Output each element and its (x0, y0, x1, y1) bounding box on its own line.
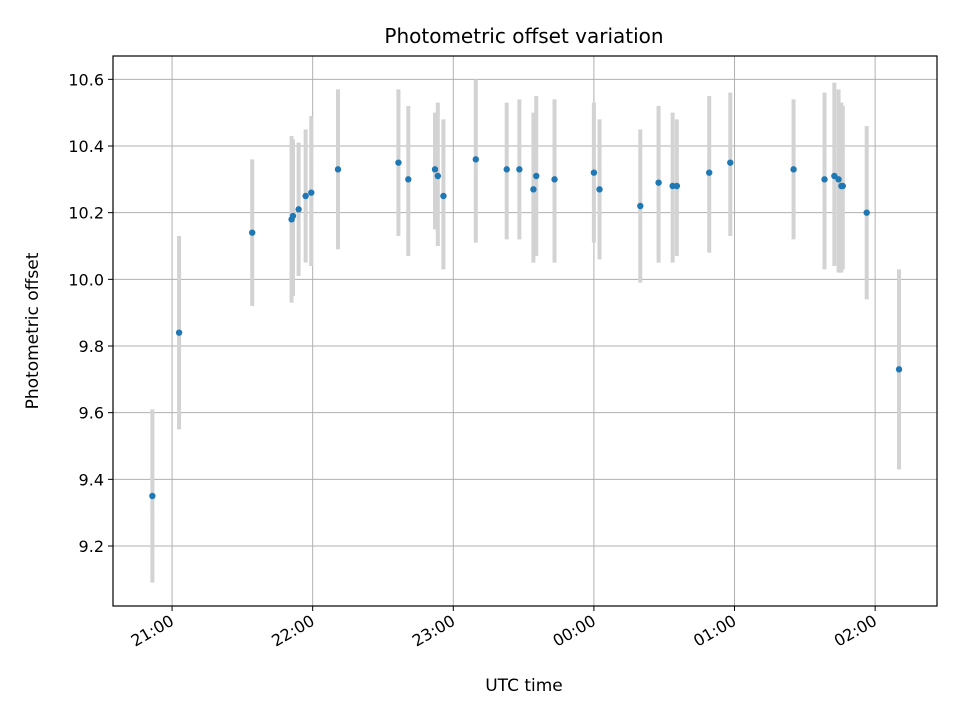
data-point (835, 176, 842, 183)
data-point (790, 166, 797, 173)
data-point (395, 159, 402, 166)
y-tick-label: 9.8 (79, 337, 104, 356)
data-point (503, 166, 510, 173)
chart-title: Photometric offset variation (384, 24, 663, 48)
data-point (405, 176, 412, 183)
x-axis-title: UTC time (485, 676, 563, 696)
data-point (434, 172, 442, 180)
data-point (551, 176, 558, 183)
data-point (727, 159, 734, 166)
data-point (308, 189, 315, 196)
y-tick-label: 10.4 (68, 137, 104, 156)
data-point (249, 229, 256, 236)
data-point (821, 176, 828, 183)
data-points (149, 156, 903, 500)
data-point (472, 156, 479, 163)
data-point (431, 166, 439, 173)
data-point (533, 172, 540, 180)
data-point (673, 182, 681, 190)
data-point (334, 166, 342, 173)
data-point (863, 209, 870, 216)
data-point (706, 169, 713, 176)
y-tick-label: 9.2 (79, 537, 104, 556)
data-point (175, 329, 183, 336)
y-tick-label: 9.4 (79, 470, 104, 489)
data-point (590, 169, 598, 176)
data-point (839, 182, 846, 190)
y-axis-ticks: 9.2 9.4 9.6 9.8 10.0 10.2 10.4 10.6 (68, 70, 113, 556)
data-point (637, 202, 644, 210)
y-axis-title: Photometric offset (23, 252, 43, 409)
data-point (440, 192, 447, 200)
y-tick-label: 10.6 (68, 70, 104, 89)
data-point (149, 492, 156, 500)
data-point (895, 366, 903, 373)
y-tick-label: 9.6 (79, 404, 104, 423)
data-point (302, 192, 309, 200)
y-tick-label: 10.0 (68, 270, 104, 289)
data-point (530, 186, 537, 193)
data-point (516, 166, 523, 173)
data-point (289, 212, 297, 220)
data-point (295, 206, 302, 213)
data-point (655, 179, 662, 186)
plot-frame (112, 55, 938, 607)
y-tick-label: 10.2 (68, 204, 104, 223)
data-point (596, 186, 603, 193)
